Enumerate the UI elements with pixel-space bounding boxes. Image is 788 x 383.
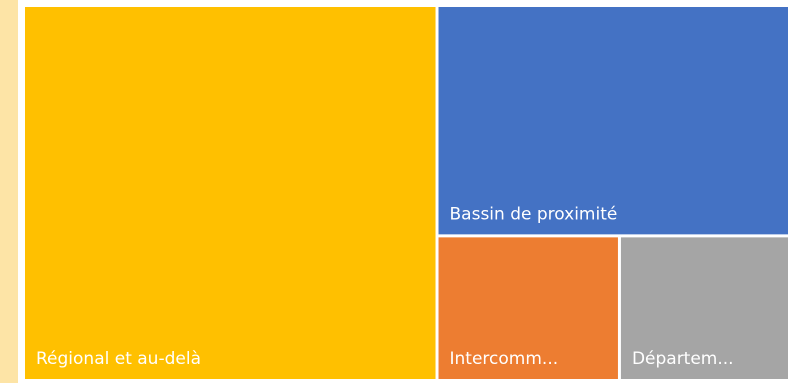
tile-intercomm	[438, 237, 618, 379]
treemap-svg: Régional et au-delà Bassin de proximité In…	[25, 7, 788, 379]
tile-regional-et-au-dela	[25, 7, 436, 379]
tile-bassin-de-proximite	[438, 7, 788, 235]
tile-departem	[620, 237, 788, 379]
tile-label-regional-et-au-dela: Régional et au-delà	[36, 349, 201, 369]
left-edge-strip	[0, 0, 18, 383]
tile-label-bassin-de-proximite: Bassin de proximité	[450, 204, 618, 224]
tile-label-departem: Départem...	[632, 349, 734, 369]
treemap-chart: Régional et au-delà Bassin de proximité In…	[25, 7, 788, 379]
tile-label-intercomm: Intercomm...	[450, 349, 559, 369]
